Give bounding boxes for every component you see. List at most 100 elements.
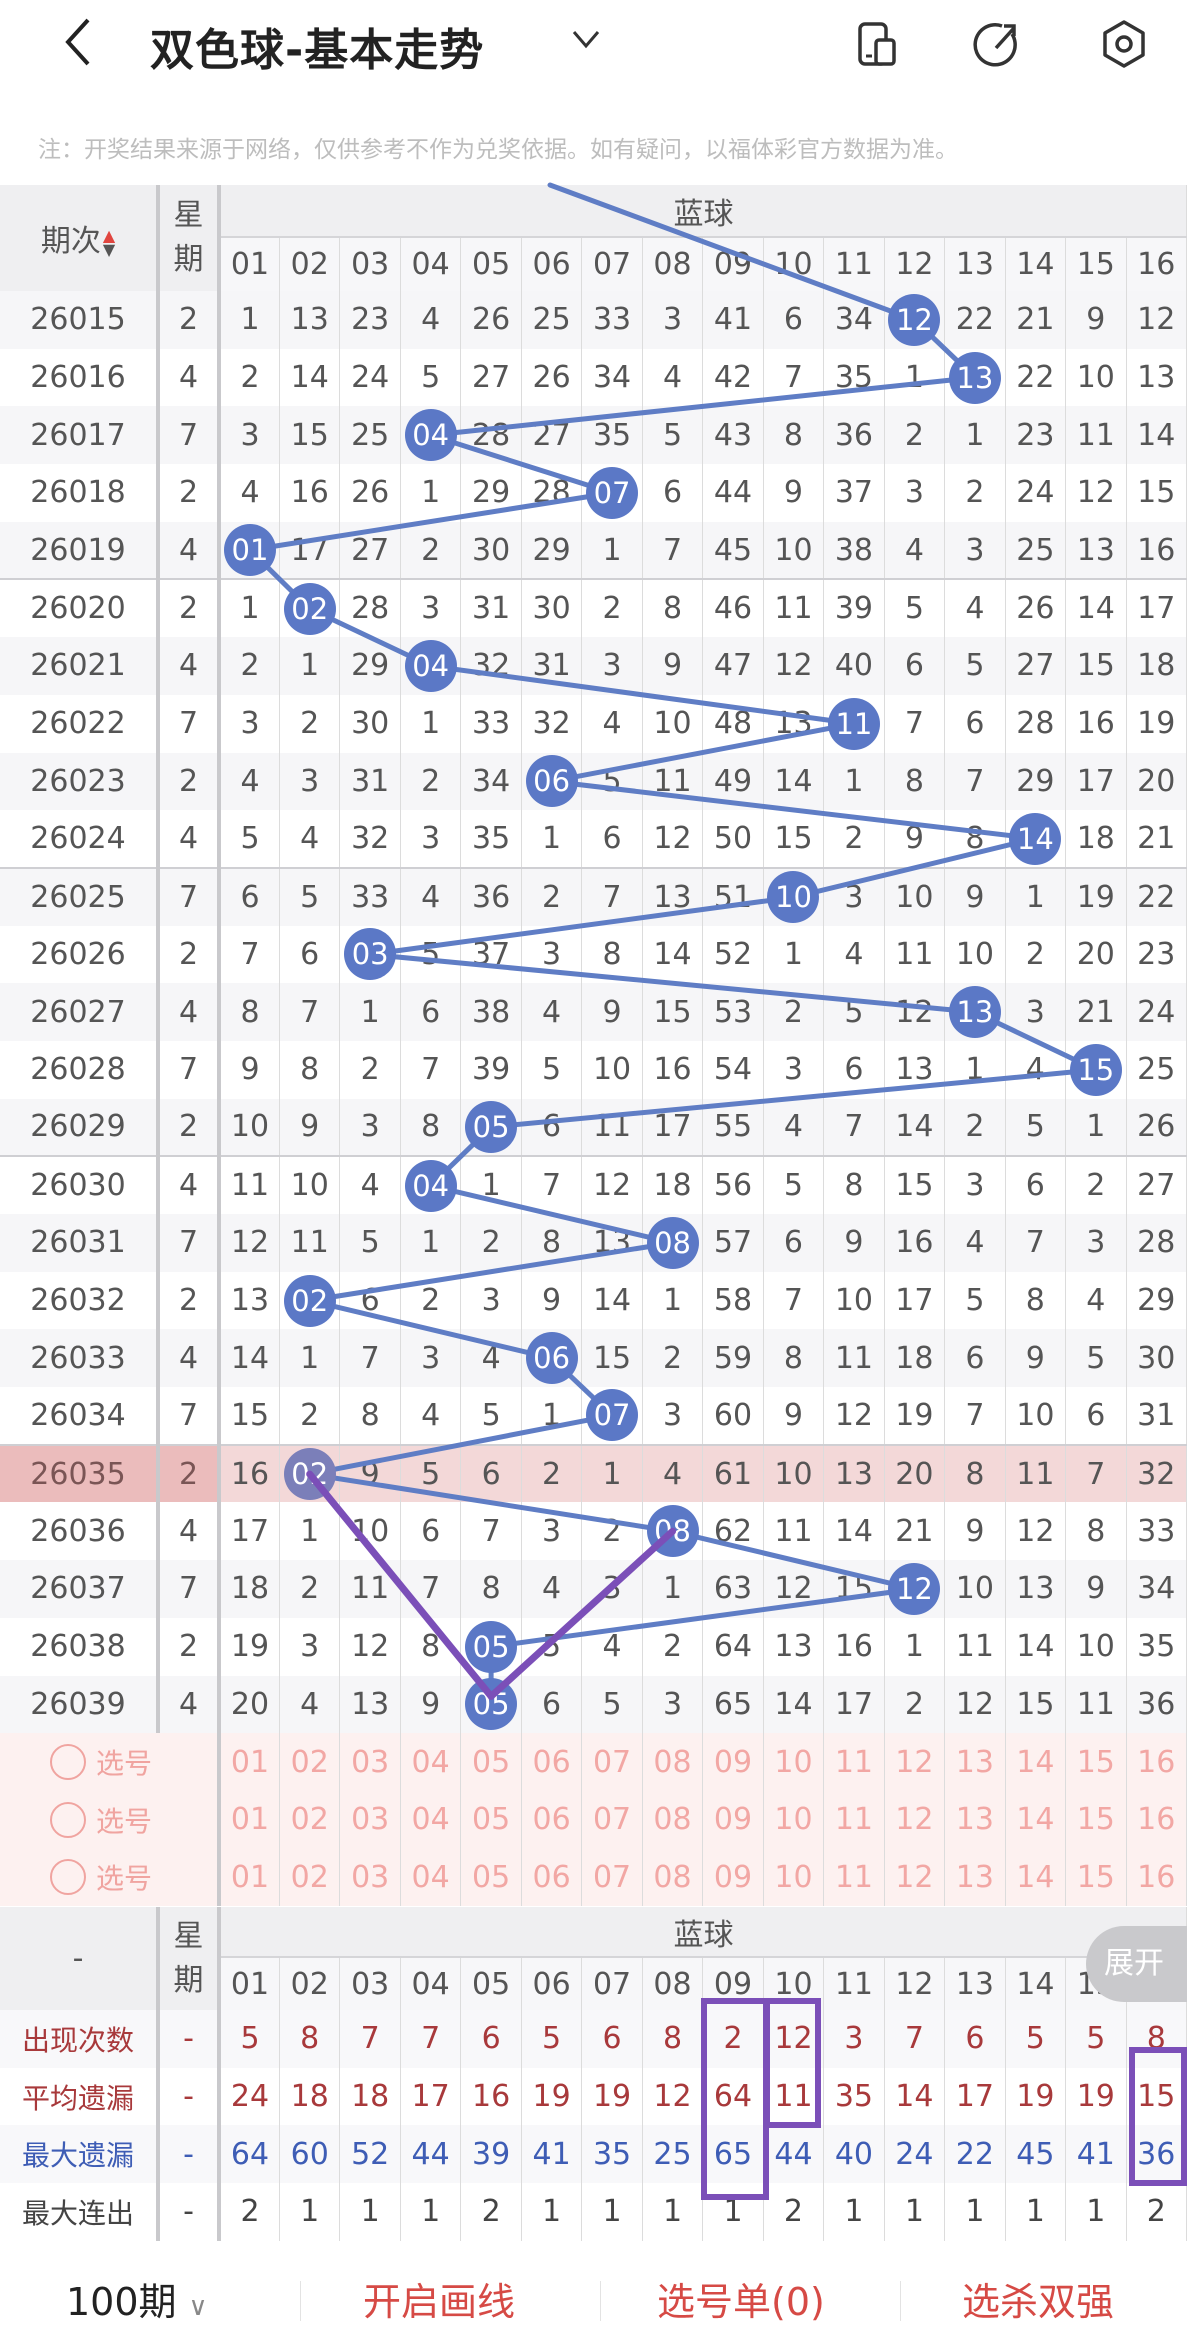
pick-list-button[interactable]: 选号单(0) — [657, 2280, 825, 2324]
select-number[interactable]: 14 — [1005, 1848, 1067, 1907]
drawn-ball[interactable]: 01 — [223, 524, 276, 577]
drawn-ball[interactable]: 06 — [525, 1332, 578, 1385]
select-number[interactable]: 01 — [219, 1790, 280, 1849]
select-number[interactable]: 15 — [1065, 1790, 1127, 1849]
drawn-ball[interactable]: 03 — [344, 928, 397, 981]
select-number[interactable]: 03 — [339, 1848, 401, 1907]
period-select[interactable]: 100期 ∨ — [66, 2271, 208, 2326]
miss-count-cell: 5 — [823, 983, 885, 1041]
drawn-ball[interactable]: 07 — [586, 466, 639, 519]
select-number[interactable]: 06 — [521, 1733, 583, 1791]
select-number[interactable]: 01 — [219, 1848, 280, 1907]
select-toggle[interactable]: 选号 — [0, 1790, 221, 1849]
miss-count-cell: 7 — [1065, 1443, 1127, 1503]
select-number[interactable]: 11 — [823, 1848, 885, 1907]
drawn-ball[interactable]: 08 — [646, 1505, 699, 1558]
select-number[interactable]: 10 — [763, 1790, 825, 1849]
select-number[interactable]: 10 — [763, 1848, 825, 1907]
select-number[interactable]: 05 — [460, 1790, 522, 1849]
share-icon[interactable] — [972, 18, 1024, 70]
sort-up-down-icon[interactable]: ▲ ▼ — [102, 225, 116, 259]
select-number[interactable]: 13 — [944, 1848, 1006, 1907]
dropdown-chevron-icon[interactable] — [568, 24, 604, 54]
select-number[interactable]: 14 — [1005, 1733, 1067, 1791]
select-number[interactable]: 11 — [823, 1790, 885, 1849]
select-number[interactable]: 08 — [642, 1848, 704, 1907]
select-number[interactable]: 04 — [400, 1733, 462, 1791]
drawn-ball[interactable]: 05 — [465, 1100, 518, 1153]
device-icon[interactable] — [852, 18, 904, 70]
select-number[interactable]: 15 — [1065, 1848, 1127, 1907]
select-number[interactable]: 03 — [339, 1733, 401, 1791]
settings-icon[interactable] — [1098, 18, 1150, 70]
drawn-ball[interactable]: 12 — [888, 1562, 941, 1615]
select-number[interactable]: 06 — [521, 1790, 583, 1849]
select-number[interactable]: 07 — [581, 1848, 643, 1907]
select-number[interactable]: 02 — [279, 1848, 341, 1907]
back-chevron-icon[interactable] — [58, 14, 98, 70]
drawn-ball[interactable]: 07 — [586, 1389, 639, 1442]
drawn-ball[interactable]: 02 — [283, 1274, 336, 1327]
drawn-ball[interactable]: 04 — [404, 1159, 457, 1212]
select-number[interactable]: 12 — [884, 1790, 946, 1849]
select-toggle[interactable]: 选号 — [0, 1733, 221, 1791]
select-number[interactable]: 14 — [1005, 1790, 1067, 1849]
select-number[interactable]: 11 — [823, 1733, 885, 1791]
select-number[interactable]: 09 — [702, 1790, 764, 1849]
select-toggle[interactable]: 选号 — [0, 1848, 221, 1907]
select-number[interactable]: 02 — [279, 1733, 341, 1791]
drawn-ball[interactable]: 10 — [767, 871, 820, 924]
drawn-ball[interactable]: 05 — [465, 1678, 518, 1731]
select-number[interactable]: 13 — [944, 1733, 1006, 1791]
select-number[interactable]: 16 — [1126, 1733, 1187, 1791]
select-number[interactable]: 04 — [400, 1790, 462, 1849]
select-number[interactable]: 16 — [1126, 1790, 1187, 1849]
drawn-ball[interactable]: 11 — [827, 697, 880, 750]
period-header[interactable]: 期次 ▲ ▼ — [0, 185, 159, 291]
select-number[interactable]: 09 — [702, 1848, 764, 1907]
drawn-ball[interactable]: 15 — [1069, 1043, 1122, 1096]
select-number[interactable]: 03 — [339, 1790, 401, 1849]
drawn-ball[interactable]: 04 — [404, 409, 457, 462]
select-number[interactable]: 02 — [279, 1790, 341, 1849]
page-title[interactable]: 双色球-基本走势 — [150, 25, 485, 76]
select-number[interactable]: 12 — [884, 1848, 946, 1907]
kill-pick-button[interactable]: 选杀双强 — [962, 2280, 1115, 2324]
column-header: 02 — [279, 1957, 341, 2010]
select-number[interactable]: 08 — [642, 1790, 704, 1849]
select-number[interactable]: 01 — [219, 1733, 280, 1791]
drawn-ball[interactable]: 05 — [465, 1620, 518, 1673]
miss-count-cell: 19 — [1065, 866, 1127, 926]
drawn-ball[interactable]: 02 — [283, 582, 336, 635]
select-number[interactable]: 07 — [581, 1790, 643, 1849]
miss-count-cell: 12 — [763, 1560, 825, 1618]
drawn-ball[interactable]: 13 — [948, 986, 1001, 1039]
select-number[interactable]: 15 — [1065, 1733, 1127, 1791]
select-number[interactable]: 07 — [581, 1733, 643, 1791]
miss-count-cell: 7 — [884, 694, 946, 753]
drawn-ball[interactable]: 04 — [404, 639, 457, 692]
radio-circle-icon[interactable] — [50, 1859, 86, 1896]
drawn-ball[interactable]: 13 — [948, 351, 1001, 404]
select-number[interactable]: 05 — [460, 1733, 522, 1791]
radio-circle-icon[interactable] — [50, 1801, 86, 1838]
drawn-ball[interactable]: 14 — [1009, 812, 1062, 865]
select-number[interactable]: 06 — [521, 1848, 583, 1907]
select-number[interactable]: 13 — [944, 1790, 1006, 1849]
select-number[interactable]: 12 — [884, 1733, 946, 1791]
draw-line-button[interactable]: 开启画线 — [363, 2280, 516, 2324]
drawn-ball[interactable]: 06 — [525, 755, 578, 808]
select-number[interactable]: 16 — [1126, 1848, 1187, 1907]
drawn-ball[interactable]: 08 — [646, 1216, 699, 1269]
select-number[interactable]: 04 — [400, 1848, 462, 1907]
miss-count-cell: 5 — [521, 1617, 583, 1676]
select-number[interactable]: 05 — [460, 1848, 522, 1907]
drawn-ball[interactable]: 12 — [888, 293, 941, 346]
select-number[interactable]: 10 — [763, 1733, 825, 1791]
select-number[interactable]: 09 — [702, 1733, 764, 1791]
select-number[interactable]: 08 — [642, 1733, 704, 1791]
radio-circle-icon[interactable] — [50, 1744, 86, 1781]
drawn-ball[interactable]: 02 — [283, 1448, 336, 1501]
expand-button[interactable]: 展开 — [1086, 1926, 1187, 2002]
miss-count-cell: 50 — [702, 810, 764, 868]
